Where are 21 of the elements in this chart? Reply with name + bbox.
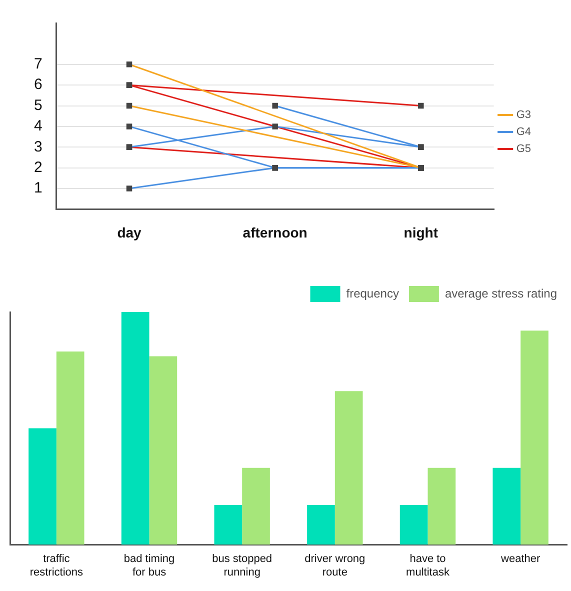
x-tick-label: weather [500, 553, 540, 566]
x-tick-label: traffic restrictions [30, 553, 84, 578]
legend-label: average stress rating [444, 286, 558, 300]
x-tick-label: have to multitask [406, 553, 450, 578]
x-tick-label: afternoon [242, 224, 308, 240]
y-tick-label: 2 [34, 158, 42, 176]
legend-label: frequency [346, 286, 399, 300]
x-tick-label: bus stopped running [212, 553, 272, 578]
x-tick-label: bad timing for bus [124, 553, 175, 578]
x-tick-label: driver wrong route [304, 553, 366, 578]
x-tick-label: night [404, 224, 438, 240]
y-tick-label: 5 [34, 96, 42, 114]
y-tick-label: 6 [34, 76, 42, 94]
legend-label: G5 [516, 143, 532, 156]
x-tick-label: day [117, 224, 142, 240]
y-tick-label: 4 [34, 118, 42, 135]
y-tick-label: 1 [34, 180, 42, 197]
legend-label: G4 [516, 126, 532, 138]
y-tick-label: 3 [34, 138, 42, 156]
legend-label: G3 [516, 109, 532, 122]
y-tick-label: 7 [34, 56, 42, 73]
